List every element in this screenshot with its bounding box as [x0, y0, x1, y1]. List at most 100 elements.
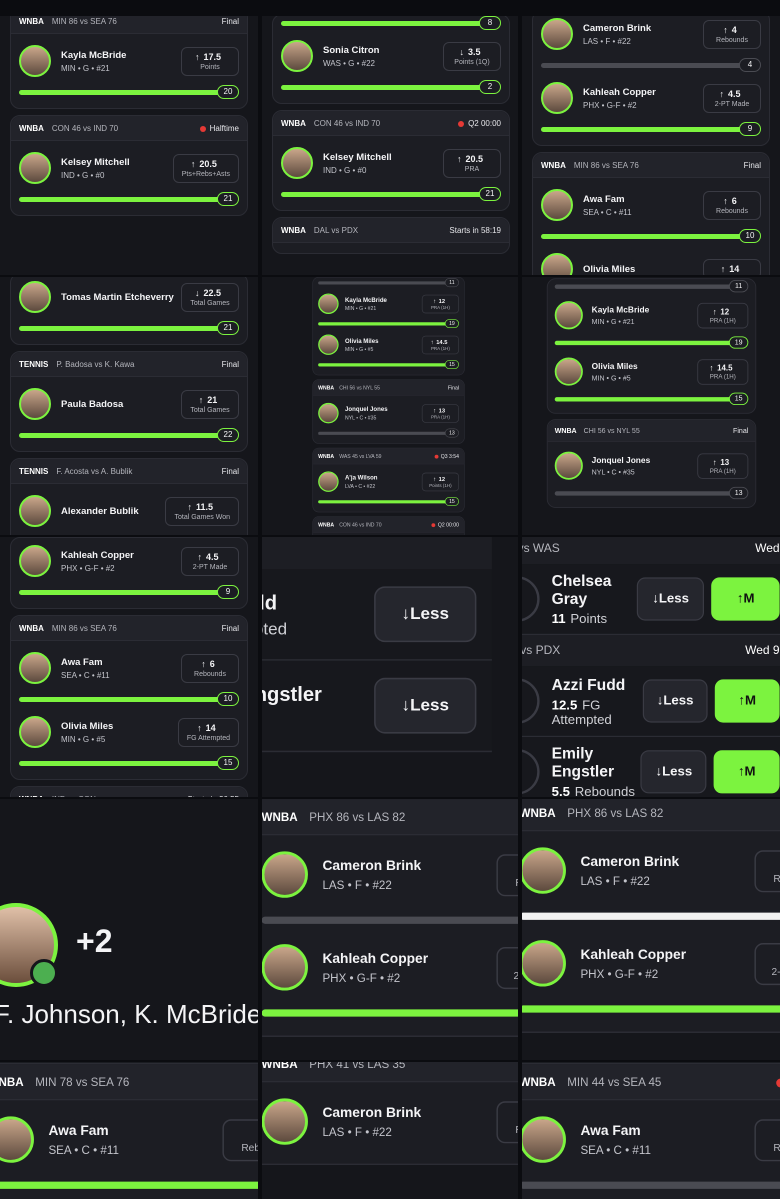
pick-card: TENNIS P. Badosa vs K. Kawa Final Paula Bad… [10, 351, 248, 452]
player-row: Olivia Miles ↑ 14 [541, 246, 761, 275]
progress-row [0, 1173, 258, 1199]
progress-bar [318, 281, 449, 285]
game-league: WNBA [281, 118, 306, 128]
stat-value: 14.5 [717, 363, 733, 372]
more-button[interactable]: ↑M [714, 679, 780, 723]
player-row: Cameron Brink LAS • F • #22 ↑ Rebounds [262, 1088, 518, 1155]
tile-content: Tomas Martin Etcheverry ↓ 22.5 Total Games 2… [0, 277, 258, 535]
game-status: Final [447, 384, 459, 391]
player-stat: 12.5 FG Attempted [552, 698, 643, 727]
screenshot-tile: 8 Sonia Citron WAS • G • #22 ↓ 3.5 Points (1Q… [262, 16, 518, 275]
progress-bar [19, 90, 223, 95]
stat-arrow: ↑ [720, 264, 726, 274]
screenshot-tile: WNBA PHX 86 vs LAS 82 Cameron Brink LAS • F… [262, 799, 518, 1060]
player-info: SEA • C • #11 [48, 1143, 119, 1157]
game-header: WNBA MIN 86 vs SEA 76 Final [11, 616, 247, 641]
game-status: Q2 00:00 [431, 522, 459, 528]
stat-label: Rebounds [773, 874, 780, 885]
player-text: Olivia Miles MIN • G • #5 [345, 337, 378, 352]
stat-line: ↑ 13 [428, 407, 454, 413]
stat-value: 21 [207, 394, 218, 405]
player-info: MIN • G • #21 [345, 305, 377, 312]
player-name: Cameron Brink [580, 853, 680, 870]
player-name: Cameron Brink [583, 22, 652, 34]
progress-row: 15 [554, 392, 749, 408]
game-status: Final [221, 359, 239, 369]
progress-count: 10 [217, 692, 239, 706]
less-button[interactable]: ↓Less [642, 679, 708, 723]
player-row: Paula Badosa ↑ 21 Total Games [19, 381, 239, 427]
stat-label: 2-PT Made [771, 966, 780, 978]
more-button[interactable]: ↑M [713, 750, 780, 794]
game-league: WNBA [541, 160, 566, 170]
player-text: Kayla McBride MIN • G • #21 [345, 296, 387, 311]
player-info: LAS • F • #22 [322, 878, 392, 892]
player-info: NYL • C • #35 [345, 414, 377, 421]
player-name: Chelsea Gray [551, 571, 612, 608]
game-header: LVA vs WAS Wed [522, 537, 780, 565]
stat-arrow: ↓ [194, 287, 200, 298]
player-text: Alexander Bublik [61, 506, 139, 517]
progress-count: 10 [739, 229, 761, 243]
player-text: Awa Fam SEA • C • #11 [580, 1123, 650, 1156]
tile-content: DAL vs PDXAzzi FuddFG Attempted↓LessEmil… [262, 537, 492, 753]
player-text: A'ja Wilson LVA • C • #22 [345, 474, 377, 489]
progress-row: 19 [318, 318, 459, 330]
less-button[interactable]: ↓Less [374, 586, 477, 643]
stat-arrow: ↑ [433, 475, 437, 482]
progress-row: 19 [554, 335, 749, 351]
player-avatar [522, 576, 540, 622]
game-status: Starts in 58:19 [449, 225, 501, 235]
player-row: Awa Fam SEA • C • #11 ↑ 6 Rebounds [19, 645, 239, 691]
tile-content: 11 Kayla McBride MIN • G • #21 ↑ 12 PRA (1H) 1… [538, 277, 765, 513]
game-header: WNBA MIN 86 vs SEA 76 Final [11, 16, 247, 34]
game-matchup: IND vs CON [52, 795, 96, 798]
progress-bar [554, 397, 735, 402]
game-header: WNBA PHX 41 vs LAS 35 [262, 1062, 518, 1083]
game-status: Q3 3:54 [434, 453, 459, 459]
stat-label: Points (1H) [429, 483, 452, 488]
game-matchup: DAL vs PDX [313, 225, 359, 235]
progress-bar [0, 1181, 258, 1189]
stat-box: ↑ 21 Total Games [181, 389, 239, 419]
stat-box: ↑ Rebounds [222, 1118, 258, 1161]
game-matchup: F. Acosta vs A. Bublik [56, 466, 133, 476]
stat-box: ↑ Rebounds [496, 853, 518, 896]
stat-arrow: ↑ [187, 501, 192, 512]
player-name: Kelsey Mitchell [61, 156, 130, 168]
player-info: PHX • G-F • #2 [322, 970, 401, 985]
stat-arrow: ↑ [456, 153, 462, 164]
game-matchup: MIN 44 vs SEA 45 [567, 1075, 662, 1089]
pick-row: Azzi Fudd FG Attempted ↓Less [262, 569, 492, 661]
player-info: LAS • F • #22 [322, 1125, 392, 1139]
player-name: Kahleah Copper [322, 950, 429, 967]
progress-count: 21 [217, 321, 239, 335]
player-text: Kahleah Copper PHX • G-F • #2 [580, 947, 686, 980]
progress-bar [19, 761, 223, 766]
player-avatar [19, 281, 51, 313]
stat-arrow: ↑ [430, 338, 434, 345]
player-avatar [19, 45, 51, 77]
stat-value: 4 [731, 24, 737, 35]
stat-box: ↑ Rebounds [754, 849, 780, 892]
player-avatar [19, 495, 51, 527]
player-name: Olivia Miles [583, 263, 636, 275]
game-status: Q2 00:00 [776, 1075, 780, 1088]
progress-row: 5 [522, 1173, 780, 1199]
less-button[interactable]: ↓Less [374, 677, 477, 734]
progress-row: 10 [541, 228, 761, 246]
less-button[interactable]: ↓Less [640, 750, 707, 794]
stat-label: 2-PT Made [510, 971, 518, 981]
more-button[interactable]: ↑M [711, 577, 780, 621]
progress-count: 22 [217, 428, 239, 442]
player-avatar [19, 545, 51, 577]
less-button[interactable]: ↓Less [636, 577, 705, 621]
player-row: Awa Fam SEA • C • #11 ↑ Rebounds [522, 1106, 780, 1173]
stat-label: PRA (1H) [430, 346, 450, 351]
